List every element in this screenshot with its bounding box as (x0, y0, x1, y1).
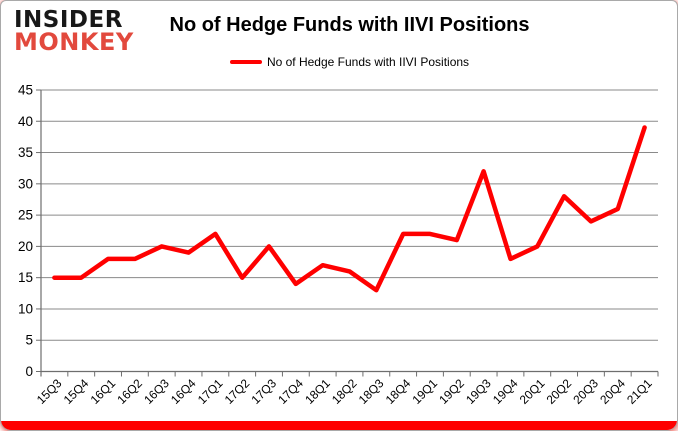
chart-title: No of Hedge Funds with IIVI Positions (169, 14, 530, 36)
x-axis-label: 18Q4 (383, 376, 414, 407)
y-axis-label: 15 (18, 270, 33, 285)
x-axis-label: 17Q4 (275, 376, 306, 407)
x-axis-label: 18Q1 (302, 376, 333, 407)
x-axis-label: 20Q4 (597, 376, 628, 407)
x-axis-label: 20Q3 (570, 376, 601, 407)
y-axis-label: 25 (18, 208, 33, 223)
x-axis-label: 19Q3 (463, 376, 494, 407)
x-axis-label: 21Q1 (624, 376, 655, 407)
x-axis-label: 15Q3 (34, 376, 65, 407)
x-axis-label: 20Q1 (517, 376, 548, 407)
x-axis-label: 19Q2 (436, 376, 467, 407)
x-axis-label: 17Q2 (222, 376, 253, 407)
y-axis-label: 0 (25, 364, 33, 379)
x-axis-label: 18Q2 (329, 376, 360, 407)
logo-line-monkey: MONKEY (14, 28, 134, 57)
y-axis-label: 35 (18, 145, 33, 160)
insider-monkey-logo: INSIDER MONKEY (14, 7, 134, 57)
x-axis-label: 16Q2 (114, 376, 145, 407)
x-axis-label: 16Q1 (88, 376, 119, 407)
legend-line-swatch-icon (229, 59, 262, 65)
y-axis-label: 20 (18, 239, 33, 254)
logo-line-insider: INSIDER (14, 7, 123, 33)
series-line (52, 125, 647, 293)
x-axis-label: 18Q3 (356, 376, 387, 407)
x-axis-label: 16Q3 (141, 376, 172, 407)
x-axis-label: 17Q3 (248, 376, 279, 407)
x-axis-label: 19Q4 (490, 376, 521, 407)
x-axis-label: 15Q4 (61, 376, 92, 407)
legend-label: No of Hedge Funds with IIVI Positions (266, 55, 470, 69)
x-axis-label: 16Q4 (168, 376, 199, 407)
y-axis-label: 30 (18, 176, 33, 191)
y-axis-label: 5 (25, 333, 33, 348)
chart-legend: No of Hedge Funds with IIVI Positions (41, 55, 658, 69)
y-axis-label: 40 (18, 114, 33, 129)
y-axis-label: 45 (18, 83, 33, 98)
x-axis-label: 19Q1 (409, 376, 440, 407)
y-axis-label: 10 (18, 301, 33, 316)
bottom-accent-bar (1, 421, 677, 430)
x-axis-label: 20Q2 (544, 376, 575, 407)
x-axis-label: 17Q1 (195, 376, 226, 407)
